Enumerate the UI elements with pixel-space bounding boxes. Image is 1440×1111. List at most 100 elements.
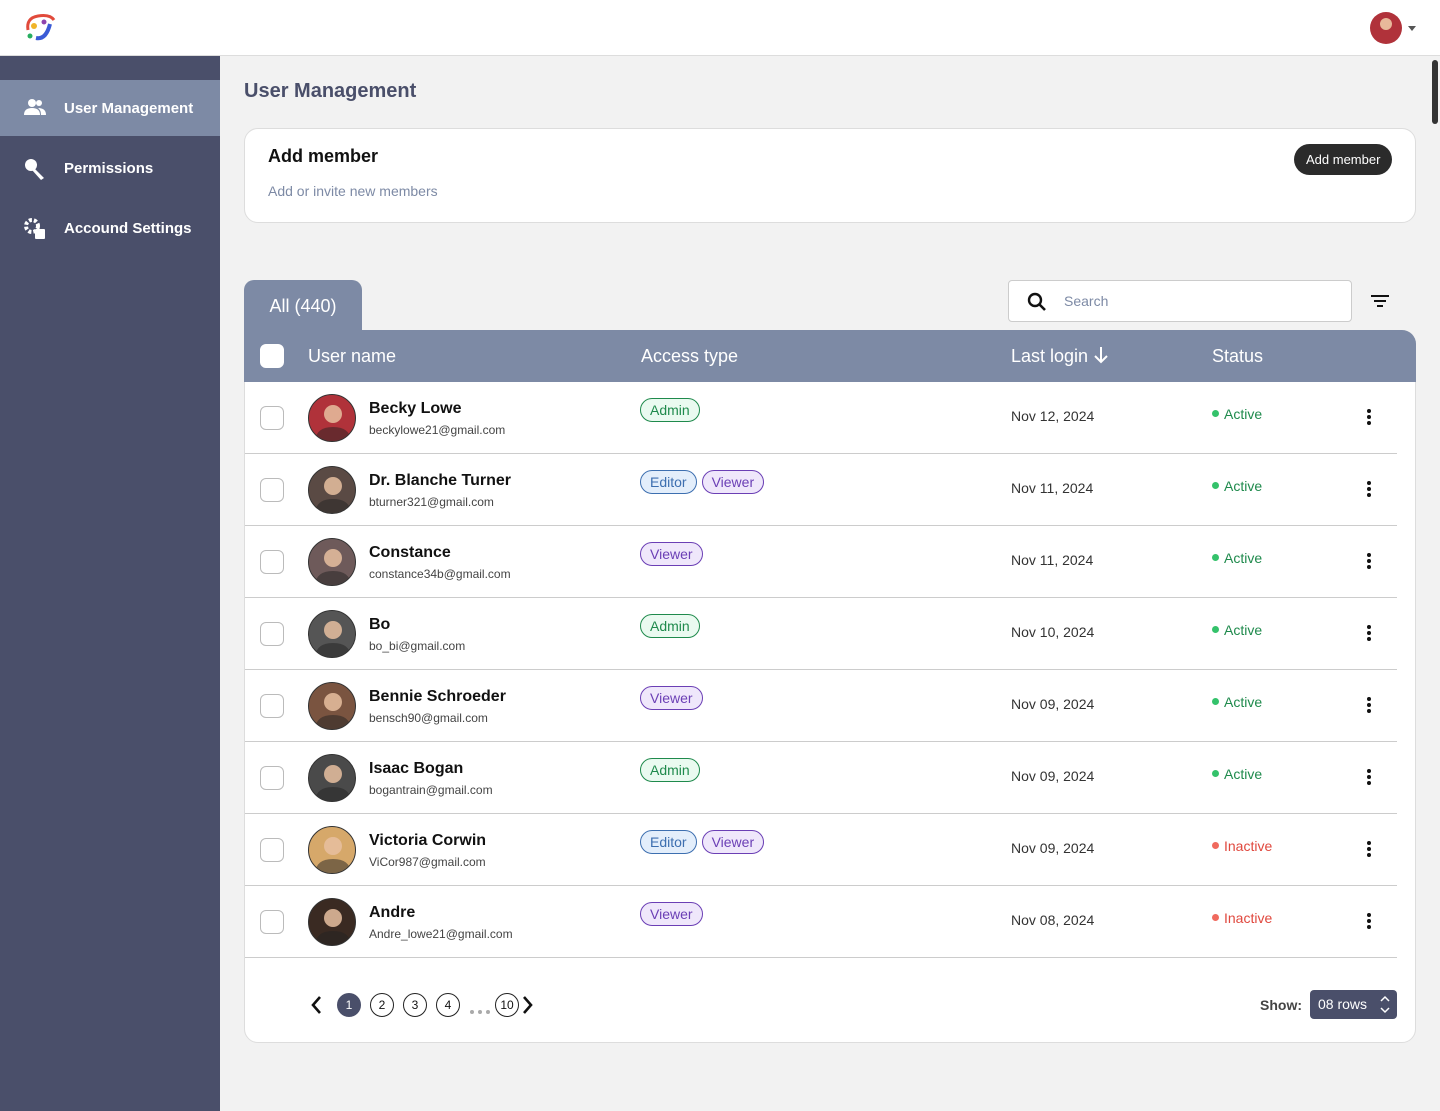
tab-all[interactable]: All (440) bbox=[244, 280, 362, 332]
nav-label: User Management bbox=[64, 99, 194, 117]
next-page[interactable] bbox=[522, 995, 534, 1020]
row-checkbox[interactable] bbox=[260, 622, 284, 646]
row-menu[interactable] bbox=[1366, 912, 1372, 930]
status-dot bbox=[1212, 842, 1219, 849]
row-menu[interactable] bbox=[1366, 840, 1372, 858]
row-menu[interactable] bbox=[1366, 624, 1372, 642]
role-badge: Viewer bbox=[701, 830, 765, 854]
column-header: Status bbox=[1212, 346, 1264, 366]
row-divider bbox=[245, 813, 1397, 814]
status: Active bbox=[1224, 550, 1263, 566]
select-all-checkbox[interactable] bbox=[260, 344, 284, 368]
last-login: Nov 12, 2024 bbox=[1011, 408, 1095, 424]
role-badge: Viewer bbox=[640, 902, 703, 926]
status-dot bbox=[1212, 770, 1219, 777]
user-email: bogantrain@gmail.com bbox=[369, 783, 493, 797]
role-badge: Admin bbox=[640, 614, 700, 638]
role-badge: Viewer bbox=[701, 470, 765, 494]
avatar bbox=[308, 682, 356, 730]
user-email: bturner321@gmail.com bbox=[369, 495, 494, 509]
scrollbar[interactable] bbox=[1432, 60, 1438, 124]
access-badges: Viewer bbox=[640, 542, 708, 566]
row-menu[interactable] bbox=[1366, 768, 1372, 786]
show-label: Show: bbox=[1260, 997, 1302, 1013]
status: Inactive bbox=[1224, 838, 1273, 854]
user-email: ViCor987@gmail.com bbox=[369, 855, 486, 869]
nav-item[interactable]: Permissions bbox=[0, 140, 220, 196]
top-bar bbox=[0, 0, 1440, 56]
row-checkbox[interactable] bbox=[260, 694, 284, 718]
user-name: Constance bbox=[369, 544, 451, 561]
user-email: bensch90@gmail.com bbox=[369, 711, 488, 725]
avatar bbox=[308, 538, 356, 586]
column-header[interactable]: Last login bbox=[1011, 346, 1109, 367]
row-menu[interactable] bbox=[1366, 408, 1372, 426]
user-name: Isaac Bogan bbox=[369, 760, 464, 777]
row-checkbox[interactable] bbox=[260, 766, 284, 790]
row-checkbox[interactable] bbox=[260, 910, 284, 934]
row-checkbox[interactable] bbox=[260, 550, 284, 574]
nav-item[interactable]: User Management bbox=[0, 80, 220, 136]
access-badges: Editor Viewer bbox=[640, 470, 769, 494]
filter-button[interactable] bbox=[1370, 292, 1390, 310]
page-number[interactable]: 3 bbox=[403, 993, 427, 1017]
role-badge: Viewer bbox=[640, 686, 703, 710]
rows-select[interactable]: 08 rows bbox=[1310, 990, 1397, 1019]
page-number[interactable]: 10 bbox=[495, 993, 519, 1017]
role-badge: Editor bbox=[640, 830, 697, 854]
row-checkbox[interactable] bbox=[260, 838, 284, 862]
rows-option: 08 rows bbox=[1318, 996, 1368, 1012]
access-badges: Admin bbox=[640, 398, 705, 422]
user-name: Dr. Blanche Turner bbox=[369, 472, 511, 489]
search-box[interactable]: Search bbox=[1008, 280, 1352, 322]
row-divider bbox=[245, 453, 1397, 454]
user-email: beckylowe21@gmail.com bbox=[369, 423, 506, 437]
card-title: Add member bbox=[268, 146, 379, 166]
status-dot bbox=[1212, 410, 1219, 417]
table-header bbox=[244, 330, 1416, 382]
ellipsis bbox=[469, 1002, 491, 1020]
column-header: Access type bbox=[641, 346, 739, 366]
card-subtitle: Add or invite new members bbox=[268, 183, 438, 199]
nav-label: Accound Settings bbox=[64, 219, 192, 237]
prev-page[interactable] bbox=[310, 995, 322, 1020]
row-menu[interactable] bbox=[1366, 552, 1372, 570]
nav-item[interactable]: Accound Settings bbox=[0, 200, 220, 256]
add-member-card: Add member Add or invite new members Add… bbox=[244, 128, 1416, 223]
status: Active bbox=[1224, 478, 1263, 494]
status: Active bbox=[1224, 406, 1263, 422]
role-badge: Admin bbox=[640, 398, 700, 422]
access-badges: Viewer bbox=[640, 686, 708, 710]
column-header: User name bbox=[308, 346, 397, 366]
user-email: Andre_lowe21@gmail.com bbox=[369, 927, 513, 941]
row-checkbox[interactable] bbox=[260, 406, 284, 430]
page-title: User Management bbox=[244, 80, 417, 102]
last-login: Nov 09, 2024 bbox=[1011, 768, 1095, 784]
status-dot bbox=[1212, 698, 1219, 705]
user-name: Andre bbox=[369, 904, 416, 921]
row-menu[interactable] bbox=[1366, 480, 1372, 498]
user-name: Victoria Corwin bbox=[369, 832, 487, 849]
add-member-button[interactable]: Add member bbox=[1294, 144, 1393, 175]
last-login: Nov 08, 2024 bbox=[1011, 912, 1095, 928]
status-dot bbox=[1212, 482, 1219, 489]
avatar bbox=[308, 754, 356, 802]
profile-menu[interactable] bbox=[1368, 11, 1420, 45]
page-number[interactable]: 2 bbox=[370, 993, 394, 1017]
user-name: Bennie Schroeder bbox=[369, 688, 506, 705]
avatar bbox=[308, 898, 356, 946]
page-number[interactable]: 1 bbox=[337, 993, 361, 1017]
row-divider bbox=[245, 597, 1397, 598]
row-menu[interactable] bbox=[1366, 696, 1372, 714]
row-divider bbox=[245, 957, 1397, 958]
page-number[interactable]: 4 bbox=[436, 993, 460, 1017]
row-checkbox[interactable] bbox=[260, 478, 284, 502]
status-dot bbox=[1212, 626, 1219, 633]
row-divider bbox=[245, 525, 1397, 526]
status: Active bbox=[1224, 622, 1263, 638]
last-login: Nov 10, 2024 bbox=[1011, 624, 1095, 640]
nav-label: Permissions bbox=[64, 159, 154, 177]
last-login: Nov 11, 2024 bbox=[1011, 552, 1094, 568]
logo[interactable] bbox=[22, 10, 58, 46]
last-login: Nov 09, 2024 bbox=[1011, 696, 1095, 712]
